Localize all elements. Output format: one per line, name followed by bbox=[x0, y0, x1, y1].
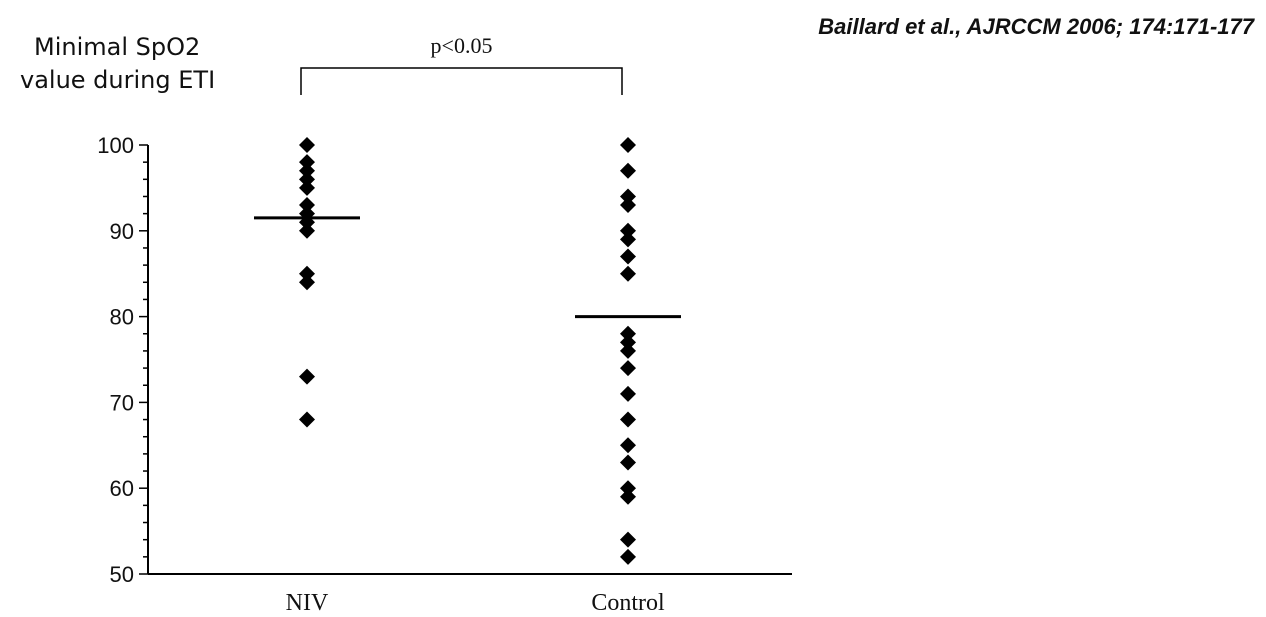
point-control-19 bbox=[620, 548, 636, 565]
point-control-16 bbox=[620, 480, 636, 497]
point-control-5 bbox=[620, 231, 636, 248]
median-lines bbox=[254, 216, 681, 319]
point-control-15 bbox=[620, 454, 636, 471]
point-control-12 bbox=[620, 385, 636, 402]
point-niv-5 bbox=[299, 197, 315, 214]
point-control-18 bbox=[620, 531, 636, 548]
y-tick-label-80: 80 bbox=[110, 305, 134, 330]
point-control-9 bbox=[620, 334, 636, 351]
point-control-14 bbox=[620, 437, 636, 454]
point-niv-3 bbox=[299, 171, 315, 188]
y-tick-label-90: 90 bbox=[110, 219, 134, 244]
point-niv-10 bbox=[299, 274, 315, 291]
point-niv-8 bbox=[299, 222, 315, 239]
y-axis-label-line-1: Minimal SpO2 bbox=[34, 33, 200, 61]
point-control-1 bbox=[620, 162, 636, 179]
citation-text: Baillard et al., AJRCCM 2006; 174:171-17… bbox=[818, 14, 1255, 39]
x-category-label-control: Control bbox=[591, 590, 665, 616]
axes bbox=[147, 145, 792, 575]
point-niv-1 bbox=[299, 154, 315, 171]
point-niv-9 bbox=[299, 265, 315, 282]
point-control-8 bbox=[620, 325, 636, 342]
point-control-4 bbox=[620, 222, 636, 239]
point-control-13 bbox=[620, 411, 636, 428]
y-axis-label-line-2: value during ETI bbox=[20, 66, 215, 94]
point-niv-0 bbox=[299, 137, 315, 153]
point-control-10 bbox=[620, 342, 636, 359]
significance-bracket-path bbox=[300, 67, 623, 95]
point-control-0 bbox=[620, 137, 636, 153]
point-niv-4 bbox=[299, 179, 315, 196]
y-axis-ticks: 50 60 70 80 90 100 bbox=[97, 133, 148, 587]
x-category-label-niv: NIV bbox=[286, 590, 329, 616]
y-tick-label-60: 60 bbox=[110, 476, 134, 501]
point-control-6 bbox=[620, 248, 636, 265]
point-niv-12 bbox=[299, 411, 315, 428]
y-tick-label-100: 100 bbox=[97, 133, 134, 158]
data-points bbox=[299, 137, 636, 565]
significance-bracket bbox=[300, 67, 623, 95]
point-control-7 bbox=[620, 265, 636, 282]
y-tick-label-50: 50 bbox=[110, 562, 134, 587]
point-control-11 bbox=[620, 360, 636, 377]
point-control-17 bbox=[620, 488, 636, 505]
point-niv-11 bbox=[299, 368, 315, 385]
point-niv-2 bbox=[299, 162, 315, 179]
point-control-3 bbox=[620, 197, 636, 214]
x-axis-category-labels: NIV Control bbox=[286, 590, 665, 616]
point-control-2 bbox=[620, 188, 636, 205]
significance-label: p<0.05 bbox=[431, 33, 493, 58]
y-tick-label-70: 70 bbox=[110, 390, 134, 415]
